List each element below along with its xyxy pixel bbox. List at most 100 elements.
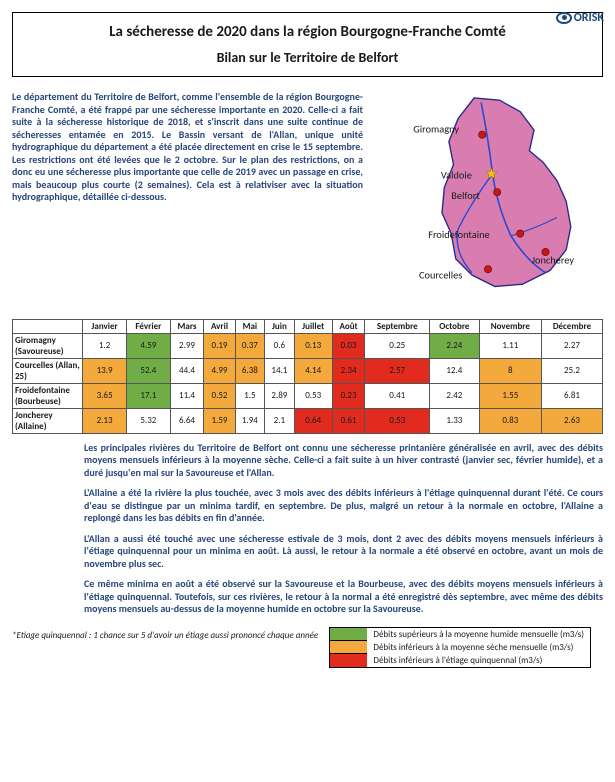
month-header: Septembre xyxy=(365,319,430,333)
month-header: Octobre xyxy=(430,319,480,333)
table-row: Joncherey (Allaine)2.135.326.641.591.942… xyxy=(13,408,603,433)
data-cell: 0.52 xyxy=(204,383,235,408)
month-header: Avril xyxy=(204,319,235,333)
data-cell: 6.38 xyxy=(235,358,265,383)
legend-row: Débits supérieurs à la moyenne humide me… xyxy=(330,628,590,641)
table-row: Giromagny (Savoureuse)1.24.592.990.190.3… xyxy=(13,333,603,358)
map-container: Giromagny Valdoie Belfort Froidefontaine Jon… xyxy=(373,91,603,313)
intro-paragraph: Le département du Territoire de Belfort,… xyxy=(12,91,363,204)
row-label: Joncherey (Allaine) xyxy=(13,408,83,433)
data-cell: 52.4 xyxy=(127,358,171,383)
legend-label: Débits inférieurs à l'étiage quinquennal… xyxy=(367,654,548,667)
data-cell: 17.1 xyxy=(127,383,171,408)
table-header-row: JanvierFévrierMarsAvrilMaiJuinJuilletAoû… xyxy=(13,319,603,333)
data-cell: 3.65 xyxy=(83,383,127,408)
legend-label: Débits supérieurs à la moyenne humide me… xyxy=(367,628,590,641)
data-cell: 25.2 xyxy=(541,358,602,383)
table-body: Giromagny (Savoureuse)1.24.592.990.190.3… xyxy=(13,333,603,433)
data-cell: 2.99 xyxy=(170,333,204,358)
data-cell: 13.9 xyxy=(83,358,127,383)
table-row: Courcelles (Allan, 25)13.952.444.44.996.… xyxy=(13,358,603,383)
logo-text: ORISK xyxy=(574,11,604,25)
city-label: Belfort xyxy=(451,189,480,202)
city-label: Courcelles xyxy=(419,268,462,281)
city-dot-icon xyxy=(494,189,501,196)
data-cell: 4.14 xyxy=(294,358,332,383)
paragraph-1: Les principales rivières du Territoire d… xyxy=(84,442,603,480)
data-cell: 1.33 xyxy=(430,408,480,433)
city-label: Giromagny xyxy=(413,122,459,135)
data-cell: 0.83 xyxy=(479,408,541,433)
data-cell: 44.4 xyxy=(170,358,204,383)
legend-box: Débits supérieurs à la moyenne humide me… xyxy=(329,627,591,668)
data-cell: 2.57 xyxy=(365,358,430,383)
data-cell: 0.41 xyxy=(365,383,430,408)
data-cell: 0.6 xyxy=(265,333,295,358)
row-label: Giromagny (Savoureuse) xyxy=(13,333,83,358)
eye-icon xyxy=(556,12,572,24)
data-cell: 2.34 xyxy=(332,358,365,383)
city-dot-icon xyxy=(484,266,491,273)
page-subtitle: Bilan sur le Territoire de Belfort xyxy=(23,49,592,66)
data-cell: 11.4 xyxy=(170,383,204,408)
data-cell: 2.13 xyxy=(83,408,127,433)
data-cell: 1.5 xyxy=(235,383,265,408)
row-label: Courcelles (Allan, 25) xyxy=(13,358,83,383)
month-header: Novembre xyxy=(479,319,541,333)
data-cell: 4.99 xyxy=(204,358,235,383)
city-dot-icon xyxy=(517,230,524,237)
data-cell: 0.53 xyxy=(294,383,332,408)
orisk-logo: ORISK xyxy=(556,11,604,25)
data-cell: 2.42 xyxy=(430,383,480,408)
month-header: Juin xyxy=(265,319,295,333)
city-label: Joncherey xyxy=(532,254,575,267)
table-corner xyxy=(13,319,83,333)
data-cell: 1.11 xyxy=(479,333,541,358)
data-cell: 1.55 xyxy=(479,383,541,408)
legend-row: Débits inférieurs à l'étiage quinquennal… xyxy=(330,654,590,667)
data-cell: 0.03 xyxy=(332,333,365,358)
belfort-map-svg: Giromagny Valdoie Belfort Froidefontaine Jon… xyxy=(373,91,603,310)
data-cell: 0.13 xyxy=(294,333,332,358)
legend-row: Débits inférieurs à la moyenne sèche men… xyxy=(330,641,590,654)
data-cell: 6.64 xyxy=(170,408,204,433)
paragraph-2: L'Allaine a été la rivière la plus touch… xyxy=(84,487,603,525)
intro-row: Le département du Territoire de Belfort,… xyxy=(12,91,603,313)
data-cell: 2.1 xyxy=(265,408,295,433)
data-cell: 6.81 xyxy=(541,383,602,408)
city-dot-icon xyxy=(479,131,486,138)
data-cell: 0.53 xyxy=(365,408,430,433)
data-cell: 2.89 xyxy=(265,383,295,408)
data-cell: 2.63 xyxy=(541,408,602,433)
data-cell: 2.27 xyxy=(541,333,602,358)
data-cell: 0.61 xyxy=(332,408,365,433)
data-cell: 5.32 xyxy=(127,408,171,433)
data-cell: 1.2 xyxy=(83,333,127,358)
month-header: Juillet xyxy=(294,319,332,333)
city-label: Valdoie xyxy=(441,168,472,181)
data-cell: 1.59 xyxy=(204,408,235,433)
row-label: Froidefontaine (Bourbeuse) xyxy=(13,383,83,408)
month-header: Février xyxy=(127,319,171,333)
footer-zone: *Etiage quinquennal : 1 chance sur 5 d'a… xyxy=(12,630,603,680)
data-cell: 14.1 xyxy=(265,358,295,383)
month-header: Août xyxy=(332,319,365,333)
paragraph-3: L'Allan a aussi été touché avec une séch… xyxy=(84,533,603,571)
data-cell: 8 xyxy=(479,358,541,383)
data-cell: 0.19 xyxy=(204,333,235,358)
page-title: La sécheresse de 2020 dans la région Bou… xyxy=(23,23,592,41)
legend-swatch xyxy=(329,653,367,668)
month-header: Janvier xyxy=(83,319,127,333)
month-header: Décembre xyxy=(541,319,602,333)
data-cell: 1.94 xyxy=(235,408,265,433)
header-box: ORISK La sécheresse de 2020 dans la régi… xyxy=(12,12,603,77)
data-cell: 0.64 xyxy=(294,408,332,433)
flow-data-table: JanvierFévrierMarsAvrilMaiJuinJuilletAoû… xyxy=(12,319,603,434)
city-label: Froidefontaine xyxy=(428,228,490,241)
data-cell: 2.24 xyxy=(430,333,480,358)
data-cell: 0.23 xyxy=(332,383,365,408)
data-cell: 0.25 xyxy=(365,333,430,358)
data-cell: 4.59 xyxy=(127,333,171,358)
legend-label: Débits inférieurs à la moyenne sèche men… xyxy=(367,641,579,654)
data-cell: 0.37 xyxy=(235,333,265,358)
